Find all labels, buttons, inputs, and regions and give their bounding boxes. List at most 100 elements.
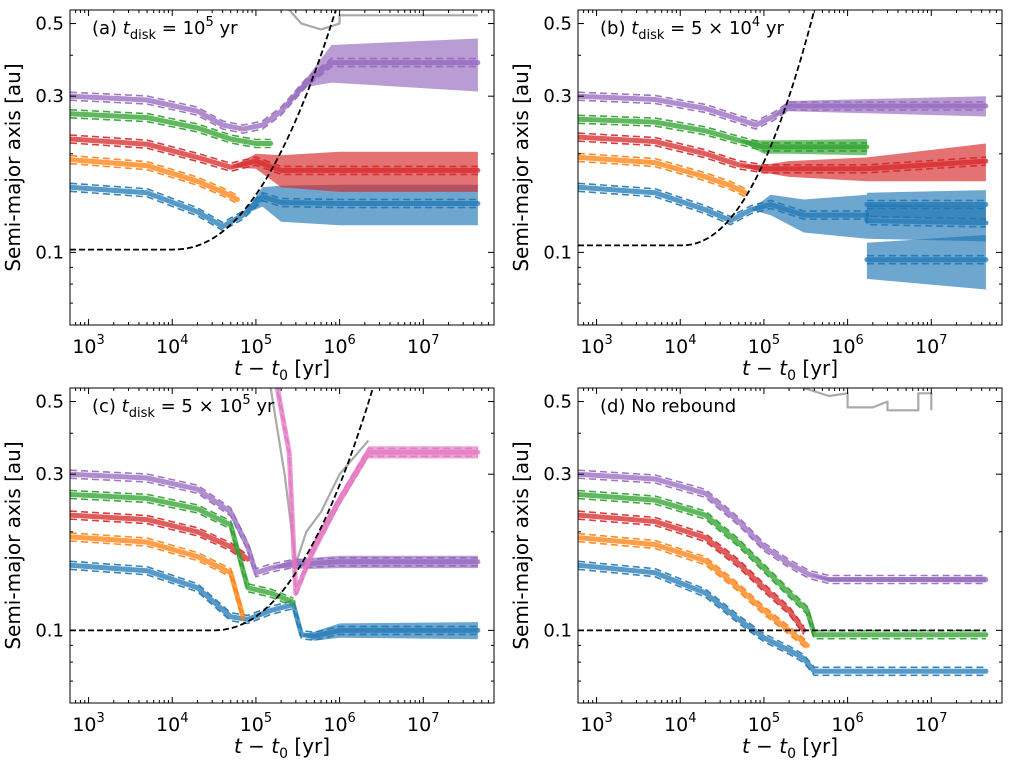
y-tick-label: 0.1 bbox=[35, 242, 64, 263]
companion-dashed-line bbox=[70, 57, 478, 126]
gray-track-0 bbox=[269, 388, 370, 565]
panel-a: 103 104 105 106 107 0.1 0.3 0.5 t − t0 [yr] Semi-… bbox=[1, 9, 495, 384]
semi-major-axis-line bbox=[70, 60, 481, 132]
companion-dashed-line bbox=[578, 532, 808, 643]
companion-dashed-line bbox=[578, 510, 805, 627]
scatter-band bbox=[578, 187, 986, 242]
x-tick-label: 104 bbox=[664, 333, 696, 358]
series-planet-2 bbox=[70, 532, 246, 622]
series-planet-4 bbox=[70, 109, 274, 149]
gray-track-0 bbox=[288, 10, 478, 31]
x-tick-label: 105 bbox=[748, 333, 780, 358]
y-tick-label: 0.3 bbox=[35, 86, 64, 107]
series-planet-1 bbox=[578, 560, 989, 677]
x-tick-label: 103 bbox=[580, 711, 612, 736]
panel-label: (a) tdisk = 105 yr bbox=[92, 15, 238, 43]
axes-frame bbox=[577, 387, 1003, 704]
companion-dashed-line bbox=[578, 190, 986, 228]
companion-dashed-line bbox=[578, 489, 986, 632]
semi-major-axis-line bbox=[70, 534, 246, 620]
x-axis-label: t − t0 [yr] bbox=[742, 356, 838, 384]
axes-frame bbox=[69, 9, 495, 326]
x-tick-label: 107 bbox=[915, 333, 947, 358]
companion-dashed-line bbox=[578, 497, 986, 640]
panel-d: 103 104 105 106 107 0.1 0.3 0.5 t − t0 [yr] Semi-… bbox=[509, 387, 1003, 762]
y-tick-label: 0.3 bbox=[35, 464, 64, 485]
companion-dashed-line bbox=[277, 388, 478, 590]
companion-dashed-line bbox=[578, 122, 867, 152]
companion-dashed-line bbox=[578, 540, 808, 651]
y-axis-label: Semi-major axis [au] bbox=[509, 63, 533, 271]
companion-dashed-line bbox=[578, 114, 867, 144]
semi-major-axis-line bbox=[578, 492, 989, 638]
panel-label: (d) No rebound bbox=[600, 396, 736, 417]
companion-dashed-line bbox=[578, 140, 986, 174]
companion-dashed-line bbox=[70, 532, 244, 614]
x-tick-label: 103 bbox=[580, 333, 612, 358]
x-tick-label: 104 bbox=[664, 711, 696, 736]
semi-major-axis-line bbox=[70, 471, 481, 576]
semi-major-axis-line bbox=[578, 471, 989, 582]
companion-dashed-line bbox=[578, 132, 986, 166]
scatter-band bbox=[866, 235, 986, 290]
series-planet-3 bbox=[578, 510, 807, 635]
semi-major-axis-line bbox=[70, 157, 240, 202]
plot-area bbox=[70, 10, 481, 251]
companion-dashed-line bbox=[578, 469, 986, 577]
y-tick-label: 0.5 bbox=[543, 392, 572, 413]
companion-dashed-line bbox=[70, 134, 478, 168]
x-tick-label: 106 bbox=[323, 711, 355, 736]
y-axis-label: Semi-major axis [au] bbox=[1, 441, 25, 649]
series-planet-4 bbox=[578, 114, 870, 156]
semi-major-axis-line bbox=[70, 136, 481, 173]
inner-disk-edge-line bbox=[578, 10, 816, 247]
series-planet-5 bbox=[70, 469, 481, 578]
inner-disk-edge-line bbox=[70, 388, 374, 632]
companion-dashed-line bbox=[70, 489, 294, 599]
panel-label: (c) tdisk = 5 × 105 yr bbox=[92, 393, 275, 421]
y-tick-label: 0.1 bbox=[543, 620, 572, 641]
scatter-band bbox=[70, 184, 478, 227]
semi-major-axis-line bbox=[578, 184, 989, 226]
x-tick-label: 103 bbox=[72, 333, 104, 358]
companion-dashed-line bbox=[70, 117, 271, 149]
x-axis-label: t − t0 [yr] bbox=[234, 734, 330, 762]
semi-major-axis-line bbox=[578, 116, 870, 150]
x-tick-label: 106 bbox=[323, 333, 355, 358]
x-tick-label: 105 bbox=[240, 711, 272, 736]
gray-track-0 bbox=[803, 388, 933, 412]
y-tick-label: 0.3 bbox=[543, 86, 572, 107]
series-planet-3 bbox=[578, 132, 989, 182]
axes-frame bbox=[69, 387, 495, 704]
scatter-band bbox=[578, 474, 986, 583]
series-planet-1 bbox=[70, 182, 481, 232]
companion-dashed-line bbox=[70, 142, 478, 176]
x-tick-label: 107 bbox=[915, 711, 947, 736]
x-tick-label: 107 bbox=[407, 711, 439, 736]
panel-c: 103 104 105 106 107 0.1 0.3 0.5 t − t0 [yr] Semi-… bbox=[1, 387, 495, 762]
companion-dashed-line bbox=[70, 109, 271, 141]
plot-area bbox=[578, 10, 989, 290]
x-tick-label: 106 bbox=[831, 333, 863, 358]
companion-dashed-line bbox=[578, 477, 986, 585]
x-axis-label: t − t0 [yr] bbox=[742, 734, 838, 762]
semi-major-axis-line bbox=[70, 184, 481, 229]
x-tick-label: 105 bbox=[748, 711, 780, 736]
inner-disk-edge-line bbox=[70, 10, 337, 251]
x-tick-label: 103 bbox=[72, 711, 104, 736]
companion-dashed-line bbox=[70, 182, 478, 224]
series-planet-4 bbox=[578, 489, 989, 640]
companion-dashed-line bbox=[70, 540, 244, 622]
series-planet-6 bbox=[274, 388, 481, 598]
x-tick-label: 105 bbox=[240, 333, 272, 358]
y-axis-label: Semi-major axis [au] bbox=[1, 63, 25, 271]
y-tick-label: 0.1 bbox=[35, 620, 64, 641]
series-planet-5 bbox=[578, 469, 989, 585]
scatter-band bbox=[70, 565, 478, 641]
x-tick-label: 106 bbox=[831, 711, 863, 736]
x-tick-label: 107 bbox=[407, 333, 439, 358]
companion-dashed-line bbox=[70, 190, 478, 232]
series-planet-5 bbox=[578, 91, 989, 130]
companion-dashed-line bbox=[70, 469, 478, 570]
